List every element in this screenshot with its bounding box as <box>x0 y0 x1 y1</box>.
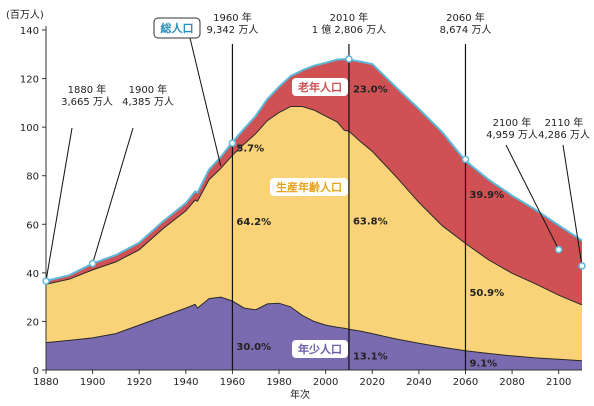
percent-label: 30.0% <box>236 342 271 353</box>
y-axis-label: (百万人) <box>6 9 44 21</box>
y-tick-label: 80 <box>26 172 39 183</box>
x-tick-label: 1940 <box>173 377 198 388</box>
x-tick-label: 2060 <box>453 377 478 388</box>
area-生産年齢人口 <box>46 106 582 361</box>
marker-label: 1900 年 4,385 万人 <box>122 83 174 108</box>
y-tick-label: 20 <box>26 317 39 328</box>
x-tick-label: 1980 <box>266 377 291 388</box>
marker-leader <box>45 127 73 282</box>
total-label-leader <box>189 37 222 167</box>
marker-leader <box>562 144 583 266</box>
total-population-line <box>45 58 583 282</box>
x-tick-label: 2020 <box>360 377 385 388</box>
marker-dot <box>228 139 237 147</box>
total-label-box <box>153 17 201 39</box>
x-tick-label: 1880 <box>33 377 58 388</box>
y-tick-label: 140 <box>20 26 39 37</box>
x-tick-label: 2000 <box>313 377 338 388</box>
percent-label: 64.2% <box>236 217 271 228</box>
total-label: 総人口 <box>161 21 194 35</box>
y-tick-label: 40 <box>26 269 39 280</box>
marker-leader <box>505 144 560 250</box>
percent-label: 23.0% <box>353 84 388 95</box>
marker-dot <box>42 277 50 285</box>
x-tick-label: 2080 <box>499 377 524 388</box>
band-label-box <box>270 178 348 196</box>
percent-label: 39.9% <box>469 190 504 201</box>
band-label: 老年人口 <box>297 80 342 94</box>
boundary-young <box>45 296 583 362</box>
x-tick-label: 2100 <box>546 377 571 388</box>
marker-dot <box>88 259 97 268</box>
area-年少人口 <box>46 297 582 370</box>
y-tick-label: 100 <box>20 123 39 134</box>
band-label-box <box>292 340 348 358</box>
marker-label: 2100 年 4,959 万人 <box>486 116 538 141</box>
marker-dot <box>554 245 563 254</box>
x-tick-label: 2040 <box>406 377 431 388</box>
x-tick-label: 1900 <box>80 377 105 388</box>
marker-dot <box>345 55 353 63</box>
band-label: 生産年齢人口 <box>276 180 342 194</box>
y-tick-label: 60 <box>26 220 39 231</box>
x-tick-label: 1960 <box>220 377 245 388</box>
percent-label: 9.1% <box>469 359 497 370</box>
percent-label: 13.1% <box>353 352 388 363</box>
band-label-box <box>292 78 348 96</box>
x-axis-label: 年次 <box>290 388 310 401</box>
marker-label: 1960 年 9,342 万人 <box>207 11 259 36</box>
marker-dot <box>461 155 470 164</box>
percent-label: 63.8% <box>353 216 388 227</box>
percent-label: 5.7% <box>236 143 264 154</box>
y-tick-label: 0 <box>33 366 39 377</box>
marker-label: 1880 年 3,665 万人 <box>61 83 113 108</box>
boundary-working <box>45 106 583 306</box>
marker-label: 2110 年 4,286 万人 <box>538 116 590 141</box>
marker-leader <box>92 127 134 264</box>
x-tick-label: 1920 <box>126 377 151 388</box>
y-tick-label: 120 <box>20 75 39 86</box>
band-label: 年少人口 <box>298 342 342 356</box>
percent-label: 50.9% <box>469 288 504 299</box>
marker-label: 2060 年 8,674 万人 <box>440 11 492 36</box>
marker-dot <box>578 262 586 270</box>
